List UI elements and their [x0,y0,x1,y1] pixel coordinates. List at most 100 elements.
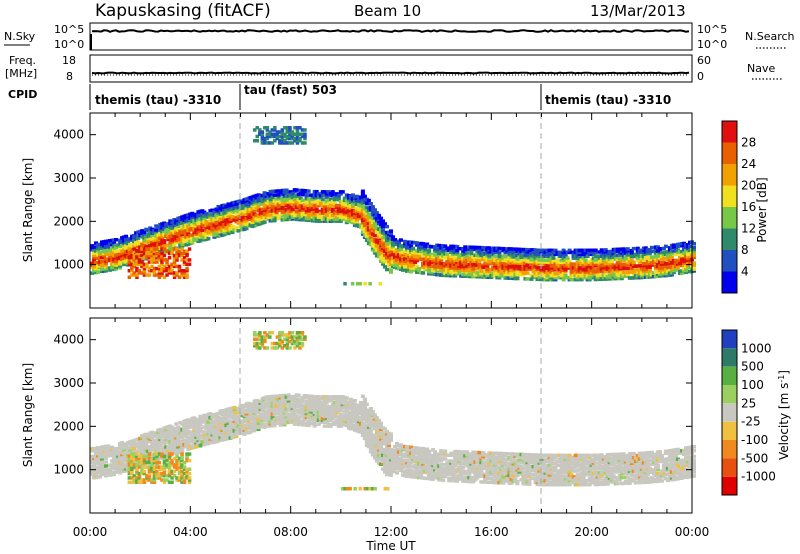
data-cell [114,249,119,254]
data-cell [308,205,313,209]
data-cell [589,272,594,276]
data-cell [288,130,292,134]
data-cell [453,274,458,278]
data-cell [118,455,123,459]
data-cell [108,449,113,454]
cpid-segment-3: themis (tau) -3310 [545,93,671,107]
data-cell [469,249,474,253]
data-cell [290,141,295,145]
data-cell [342,196,347,201]
data-cell [180,227,185,231]
data-cell [645,252,650,256]
data-cell [517,263,522,267]
data-cell [194,421,199,426]
data-cell [645,250,650,254]
data-cell [292,197,297,202]
data-cell [370,437,375,441]
data-cell [98,475,102,479]
data-cell [525,247,530,252]
data-cell [328,197,333,202]
data-cell [314,416,319,420]
data-cell [266,201,271,206]
data-cell [130,256,134,260]
data-cell [495,248,500,253]
data-cell [256,199,261,203]
cpid-panel: CPID themis (tau) -3310 tau (fast) 503 t… [8,83,671,110]
data-cell [374,211,379,215]
data-cell [332,196,337,200]
data-cell [503,268,508,272]
data-cell [314,193,319,198]
data-cell [232,405,237,410]
data-cell [150,253,154,258]
data-cell [326,207,331,212]
data-cell [501,246,506,251]
data-cell [692,247,696,252]
data-cell [288,205,293,210]
data-cell [152,258,157,262]
data-cell [358,282,362,286]
data-cell [187,258,192,262]
data-cell [166,237,171,242]
data-cell [98,250,102,254]
data-cell [194,228,199,232]
data-cell [459,262,464,267]
data-cell [609,253,614,258]
data-cell [185,251,189,256]
data-cell [320,416,325,421]
data-cell [368,430,373,434]
data-cell [292,422,297,426]
data-cell [155,247,159,251]
data-cell [344,216,349,221]
data-cell [246,419,251,423]
data-cell [525,253,530,258]
data-cell [503,266,508,270]
data-cell [368,440,373,444]
data-cell [194,220,199,224]
data-cell [150,233,155,237]
data-cell [328,399,333,403]
data-cell [145,256,149,260]
data-cell [234,202,239,206]
data-cell [314,412,319,417]
data-cell [265,128,270,132]
data-cell [316,395,321,399]
data-cell [275,136,280,141]
data-cell [142,273,147,277]
data-cell [555,252,560,256]
data-cell [629,248,634,253]
data-cell [194,232,199,236]
data-cell [155,256,159,260]
data-cell [104,464,108,468]
data-cell [593,248,598,252]
data-cell [298,409,303,413]
data-cell [172,260,177,264]
data-cell [246,401,251,406]
data-cell [427,264,432,268]
data-cell [324,420,329,424]
data-cell [157,251,162,256]
data-cell [276,214,281,218]
data-cell [172,243,177,247]
data-cell [635,252,640,257]
data-cell [222,211,227,215]
data-cell [405,246,409,250]
data-cell [477,273,482,277]
data-cell [144,442,149,446]
data-cell [94,266,98,271]
data-cell [157,256,162,260]
data-cell [499,274,504,278]
colorbar-tick: 8 [741,243,749,257]
data-cell [563,274,568,278]
data-cell [145,262,149,266]
data-cell [645,259,650,264]
data-cell [497,246,502,251]
data-cell [463,257,468,261]
data-cell [260,130,265,134]
data-cell [112,472,117,477]
data-cell [509,270,514,275]
data-cell [471,269,476,273]
data-cell [132,258,137,262]
data-cell [447,246,452,250]
data-cell [152,253,157,258]
